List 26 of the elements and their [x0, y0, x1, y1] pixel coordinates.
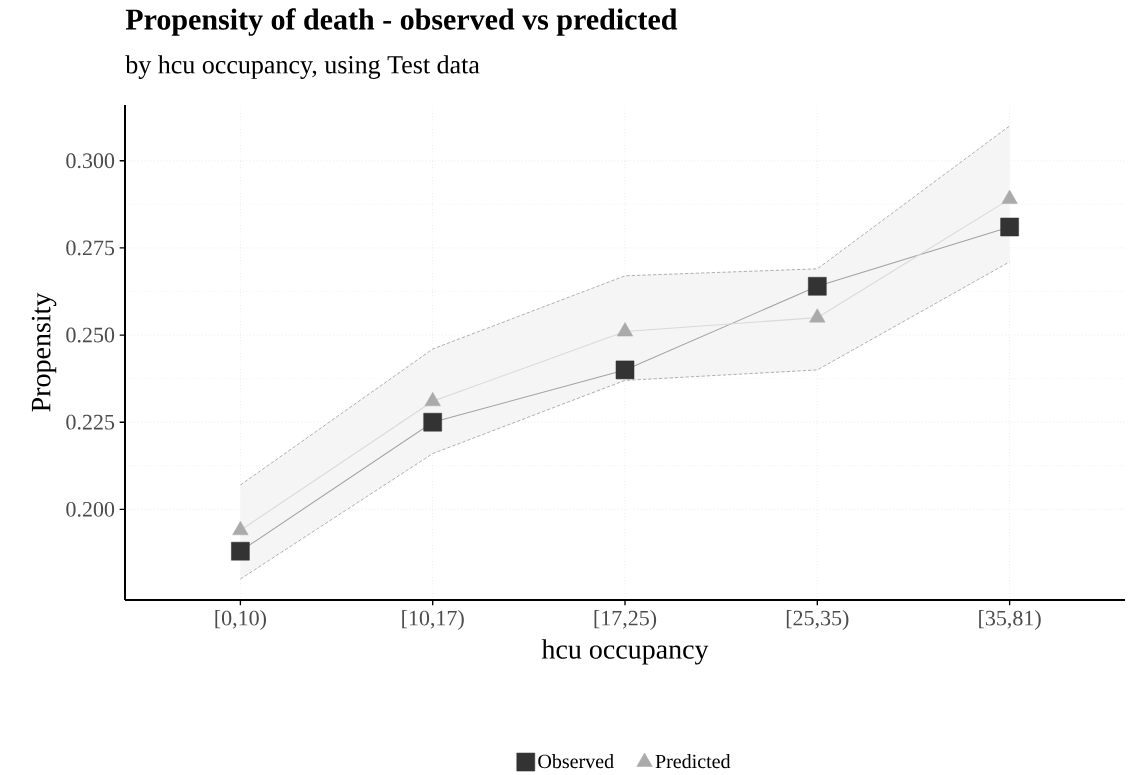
point	[423, 412, 442, 432]
x-tick-label: [0,10)	[215, 609, 266, 630]
point	[615, 360, 635, 380]
y-tick-label: 0.225	[66, 414, 115, 430]
y-tick-label: 0.275	[66, 240, 115, 256]
x-tick-label: [35,81)	[979, 609, 1041, 630]
y-tick-label: 0.200	[66, 501, 115, 517]
y-tick-label: 0.300	[66, 153, 115, 169]
chart-title: Propensity of death - observed vs predicted	[125, 8, 678, 36]
line-series	[239, 261, 1011, 580]
point	[231, 541, 250, 561]
y-tick-label: 0.250	[66, 327, 115, 343]
x-tick-label: [17,25)	[594, 609, 657, 630]
point	[424, 391, 441, 406]
point	[808, 276, 827, 296]
point	[1001, 189, 1018, 204]
point	[616, 322, 634, 337]
legend-label: Predicted	[655, 753, 731, 769]
point	[809, 308, 826, 323]
y-axis-title: Propensity	[31, 292, 57, 412]
chart-subtitle: by hcu occupancy, using Test data	[125, 55, 480, 79]
x-tick-label: [10,17)	[402, 609, 464, 630]
x-tick-label: [25,35)	[786, 609, 849, 630]
line-series	[239, 125, 1011, 486]
x-axis-title: hcu occupancy	[541, 639, 709, 665]
legend-label: Observed	[538, 753, 614, 769]
